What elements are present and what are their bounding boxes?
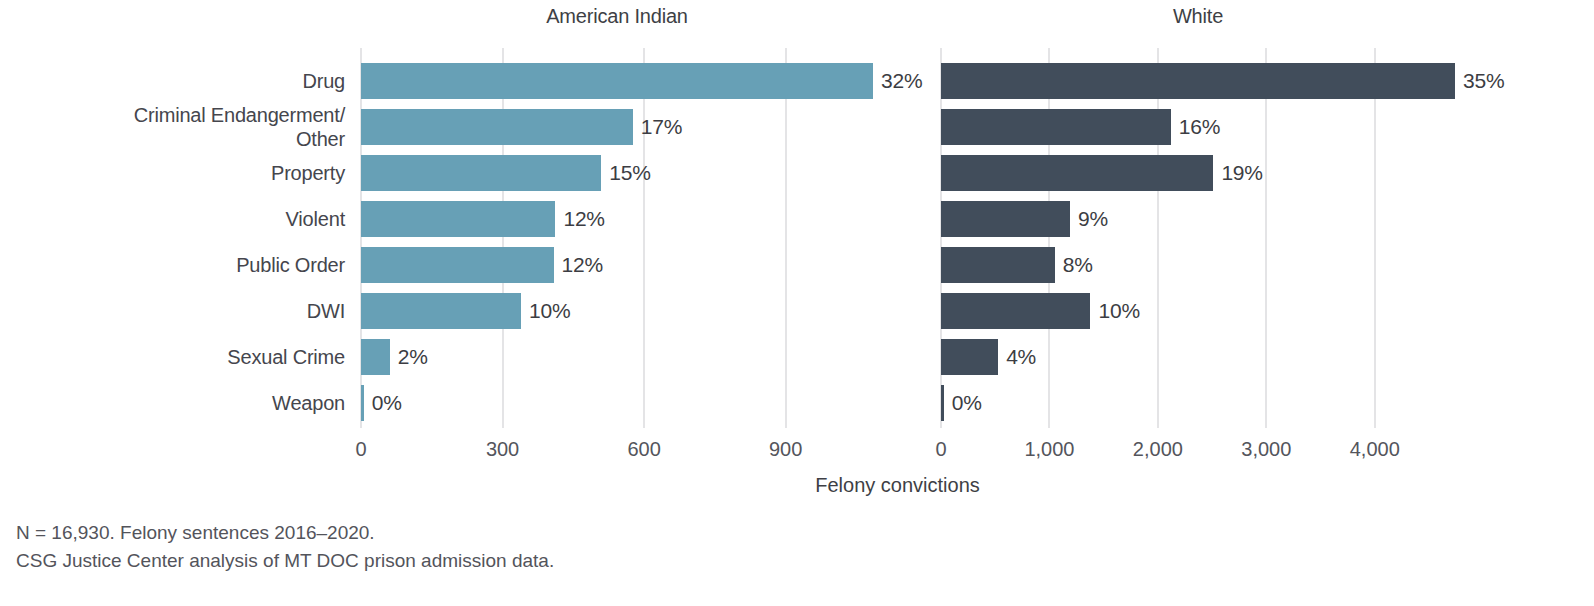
x-tick-label: 4,000	[1350, 438, 1400, 461]
bar-row-violent: 12%	[361, 196, 873, 242]
x-tick-label: 2,000	[1133, 438, 1183, 461]
bar-row-weapon: 0%	[361, 380, 873, 426]
bar-value-label: 15%	[609, 161, 650, 185]
category-label-criminal-endangerment-other: Criminal Endangerment/Other	[0, 104, 345, 150]
bar-value-label: 16%	[1179, 115, 1220, 139]
note-line-2: CSG Justice Center analysis of MT DOC pr…	[16, 547, 554, 575]
bar-row-public-order: 12%	[361, 242, 873, 288]
bar-value-label: 17%	[641, 115, 682, 139]
bar-value-label: 10%	[1098, 299, 1139, 323]
bar-value-label: 32%	[881, 69, 922, 93]
category-label-dwi: DWI	[0, 288, 345, 334]
x-tick-label: 0	[935, 438, 946, 461]
bar-weapon-white	[941, 385, 944, 421]
bar-criminal-endangerment-other-white	[941, 109, 1171, 145]
bar-violent-american-indian	[361, 201, 555, 237]
bar-value-label: 4%	[1006, 345, 1036, 369]
bar-criminal-endangerment-other-american-indian	[361, 109, 633, 145]
panel-title-white: White	[941, 5, 1455, 28]
bar-value-label: 19%	[1221, 161, 1262, 185]
x-tick-label: 3,000	[1241, 438, 1291, 461]
bar-row-dwi: 10%	[361, 288, 873, 334]
bar-property-white	[941, 155, 1213, 191]
category-label-violent: Violent	[0, 196, 345, 242]
x-tick-label: 300	[486, 438, 519, 461]
category-label-property: Property	[0, 150, 345, 196]
bar-row-drug: 32%	[361, 58, 873, 104]
x-tick-label: 0	[355, 438, 366, 461]
bar-row-criminal-endangerment-other: 17%	[361, 104, 873, 150]
x-axis-label: Felony convictions	[340, 474, 1455, 497]
bar-value-label: 10%	[529, 299, 570, 323]
bar-value-label: 35%	[1463, 69, 1504, 93]
category-label-weapon: Weapon	[0, 380, 345, 426]
bar-public-order-american-indian	[361, 247, 554, 283]
bar-violent-white	[941, 201, 1070, 237]
bar-sexual-crime-white	[941, 339, 998, 375]
bar-value-label: 0%	[952, 391, 982, 415]
category-label-sexual-crime: Sexual Crime	[0, 334, 345, 380]
x-tick-label: 1,000	[1024, 438, 1074, 461]
bar-row-property: 19%	[941, 150, 1455, 196]
felony-convictions-chart: American Indian White DrugCriminal Endan…	[0, 0, 1594, 606]
bar-value-label: 8%	[1063, 253, 1093, 277]
bar-row-sexual-crime: 2%	[361, 334, 873, 380]
bar-dwi-white	[941, 293, 1090, 329]
bar-row-dwi: 10%	[941, 288, 1455, 334]
panel-american-indian: 030060090032%17%15%12%12%10%2%0%	[361, 48, 873, 428]
panel-title-american-indian: American Indian	[361, 5, 873, 28]
bars-white: 35% 16%19% 9% 8%10% 4% 0%	[941, 58, 1455, 426]
bar-weapon-american-indian	[361, 385, 364, 421]
bar-row-public-order: 8%	[941, 242, 1455, 288]
source-notes: N = 16,930. Felony sentences 2016–2020. …	[16, 519, 554, 575]
bar-row-criminal-endangerment-other: 16%	[941, 104, 1455, 150]
bar-drug-american-indian	[361, 63, 873, 99]
bar-row-weapon: 0%	[941, 380, 1455, 426]
bar-value-label: 9%	[1078, 207, 1108, 231]
bar-drug-white	[941, 63, 1455, 99]
bar-value-label: 12%	[563, 207, 604, 231]
bar-dwi-american-indian	[361, 293, 521, 329]
bar-row-violent: 9%	[941, 196, 1455, 242]
bar-row-drug: 35%	[941, 58, 1455, 104]
x-tick-label: 600	[627, 438, 660, 461]
bar-value-label: 0%	[372, 391, 402, 415]
bar-row-property: 15%	[361, 150, 873, 196]
bar-property-american-indian	[361, 155, 601, 191]
bar-value-label: 2%	[398, 345, 428, 369]
bar-row-sexual-crime: 4%	[941, 334, 1455, 380]
bar-value-label: 12%	[562, 253, 603, 277]
panel-white: 01,0002,0003,0004,00035%16%19%9%8%10%4%0…	[941, 48, 1455, 428]
category-label-drug: Drug	[0, 58, 345, 104]
category-label-public-order: Public Order	[0, 242, 345, 288]
x-tick-label: 900	[769, 438, 802, 461]
bar-sexual-crime-american-indian	[361, 339, 390, 375]
bars-american-indian: 32%17%15%12%12%10%2%0%	[361, 58, 873, 426]
bar-public-order-white	[941, 247, 1055, 283]
category-axis: DrugCriminal Endangerment/OtherPropertyV…	[0, 58, 345, 426]
note-line-1: N = 16,930. Felony sentences 2016–2020.	[16, 519, 554, 547]
